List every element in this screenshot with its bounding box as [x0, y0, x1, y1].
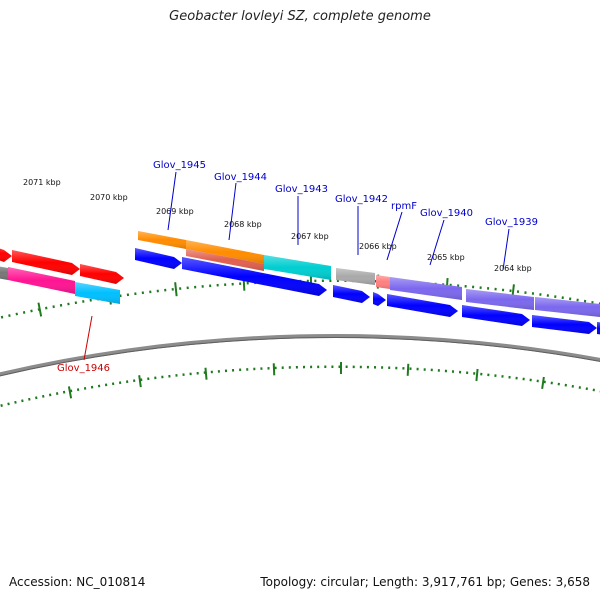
genome-backbone	[0, 334, 600, 377]
tick-dot	[0, 315, 4, 319]
cog-feature	[336, 268, 375, 285]
cog-feature	[186, 240, 264, 264]
inner-major-tick	[406, 363, 410, 376]
tick-label: 2065 kbp	[427, 253, 465, 262]
tick-label: 2069 kbp	[156, 207, 194, 216]
cds-feature	[373, 292, 386, 306]
cds-feature	[462, 305, 530, 326]
inner-major-tick	[272, 363, 276, 376]
cog-feature	[264, 255, 331, 280]
tick-dot	[14, 400, 17, 404]
cog-feature	[376, 275, 390, 289]
tick-dot-rings	[0, 279, 600, 407]
cog-feature	[80, 264, 124, 284]
major-tick	[37, 302, 43, 317]
tick-dot	[15, 312, 19, 316]
label-leader-line	[167, 171, 177, 231]
cog-feature	[0, 248, 12, 262]
tick-dot	[41, 394, 45, 398]
gene-label: Glov_1940	[420, 208, 473, 219]
inner-major-tick	[475, 368, 479, 382]
cog-feature	[12, 250, 80, 275]
tick-dot	[0, 404, 3, 407]
inner-major-tick	[138, 375, 142, 388]
tick-dot	[8, 314, 11, 318]
tick-label: 2067 kbp	[291, 232, 329, 241]
backbone-line	[0, 334, 600, 377]
gene-label: Glov_1942	[335, 194, 388, 205]
label-leader-line	[429, 219, 445, 266]
feature-tracks	[0, 231, 600, 335]
gene-label: Glov_1945	[153, 160, 206, 171]
inner-major-tick	[541, 376, 545, 390]
genome-stats-text: Topology: circular; Length: 3,917,761 bp…	[260, 575, 590, 589]
cog-feature	[138, 231, 186, 249]
tick-label: 2066 kbp	[359, 242, 397, 251]
cog-feature	[390, 277, 462, 300]
cds-feature	[182, 257, 327, 296]
cds-feature	[333, 285, 370, 303]
tick-label: 2070 kbp	[90, 193, 128, 202]
gene-label: Glov_1939	[485, 217, 538, 228]
cog-feature	[0, 266, 8, 280]
tick-dot	[35, 396, 38, 400]
cds-feature	[135, 248, 182, 269]
label-leader-line	[386, 211, 403, 261]
accession-text: Accession: NC_010814	[9, 575, 146, 589]
gene-labels: Glov_1946 Glov_1945 Glov_1944 Glov_1943 Glov…	[57, 160, 538, 374]
label-leader-line	[502, 228, 510, 271]
cog-feature	[466, 289, 534, 310]
cds-feature	[387, 294, 458, 317]
cog-feature	[535, 297, 600, 317]
gene-label: Glov_1946	[57, 363, 110, 374]
tick-dot	[22, 311, 26, 314]
gene-label: Glov_1944	[214, 172, 267, 183]
label-leader-line	[83, 315, 93, 361]
tick-label: 2068 kbp	[224, 220, 262, 229]
backbone-shadow	[0, 337, 600, 377]
tick-dot	[21, 399, 24, 403]
cds-feature	[532, 315, 597, 334]
tick-label: 2064 kbp	[494, 264, 532, 273]
inner-major-tick	[67, 386, 73, 399]
gene-label: rpmF	[391, 201, 417, 212]
tick-label: 2071 kbp	[23, 178, 61, 187]
label-leader-line	[228, 182, 237, 241]
cds-feature	[597, 322, 600, 335]
gene-label: Glov_1943	[275, 184, 328, 195]
inner-major-tick	[204, 367, 208, 380]
map-title: Geobacter lovleyi SZ, complete genome	[169, 9, 431, 24]
major-tick	[174, 282, 178, 297]
tick-dot	[7, 402, 10, 406]
cog-feature	[186, 249, 264, 271]
cog-feature	[75, 282, 120, 304]
tick-dot	[28, 397, 31, 401]
cog-feature	[8, 267, 75, 294]
